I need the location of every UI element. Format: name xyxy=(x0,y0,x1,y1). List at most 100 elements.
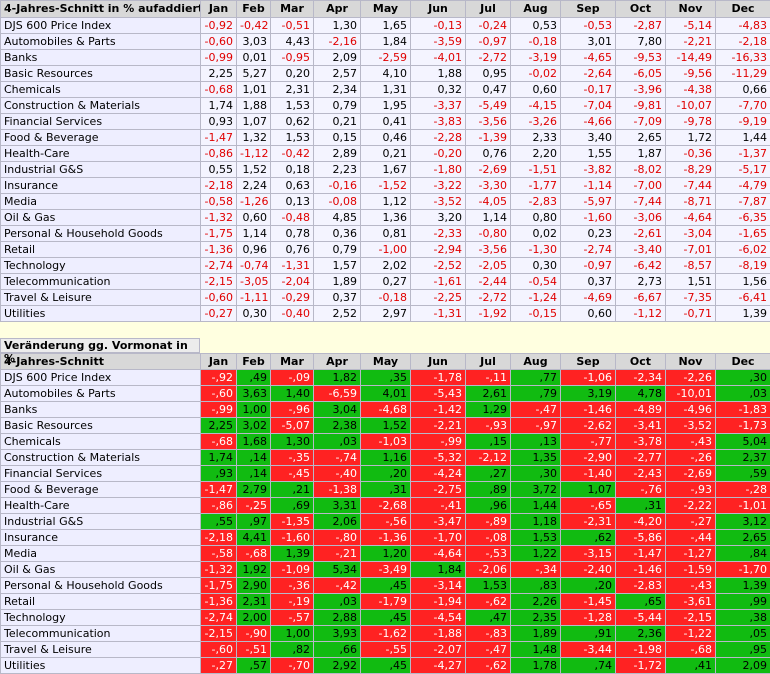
value-cell: -,19 xyxy=(270,593,314,610)
value-cell: ,27 xyxy=(465,465,511,482)
value-cell: -3,52 xyxy=(665,417,716,434)
value-cell: -1,60 xyxy=(270,529,314,546)
value-cell: 0,93 xyxy=(200,113,237,130)
row-label: Basic Resources xyxy=(0,65,201,82)
value-cell: 2,25 xyxy=(200,65,237,82)
value-cell: -0,51 xyxy=(270,17,314,34)
value-cell: -1,30 xyxy=(510,241,561,258)
value-cell: 1,00 xyxy=(236,401,271,418)
value-cell: -,34 xyxy=(510,561,561,578)
value-cell: -3,26 xyxy=(510,113,561,130)
value-cell: 2,26 xyxy=(510,593,561,610)
value-cell: ,55 xyxy=(200,513,237,530)
value-cell: 1,31 xyxy=(360,81,411,98)
value-cell: -3,52 xyxy=(410,193,466,210)
value-cell: ,38 xyxy=(715,609,770,626)
value-cell: 0,60 xyxy=(236,209,271,226)
value-cell: -7,00 xyxy=(615,177,666,194)
value-cell: -1,94 xyxy=(410,593,466,610)
value-cell: -2,05 xyxy=(465,257,511,274)
value-cell: ,35 xyxy=(360,369,411,386)
value-cell: 1,67 xyxy=(360,161,411,178)
value-cell: -,80 xyxy=(313,529,361,546)
value-cell: -4,79 xyxy=(715,177,770,194)
data-row: Basic Resources 2,25 3,02 -5,07 2,38 1,52 -2,2… xyxy=(0,417,770,434)
value-cell: -1,45 xyxy=(560,593,616,610)
value-cell: -5,44 xyxy=(615,609,666,626)
value-cell: -4,68 xyxy=(360,401,411,418)
value-cell: 1,51 xyxy=(665,273,716,290)
value-cell: -5,32 xyxy=(410,449,466,466)
value-cell: ,49 xyxy=(236,369,271,386)
data-row: Insurance -2,18 4,41 -1,60 -,80 -1,36 -1,70 -,0… xyxy=(0,529,770,546)
value-cell: 2,88 xyxy=(313,609,361,626)
month-header: Jan xyxy=(200,0,237,18)
row-label: Utilities xyxy=(0,657,201,674)
value-cell: -0,60 xyxy=(200,289,237,306)
value-cell: 2,38 xyxy=(313,417,361,434)
value-cell: -3,22 xyxy=(410,177,466,194)
value-cell: 1,30 xyxy=(270,433,314,450)
value-cell: -,62 xyxy=(465,657,511,674)
value-cell: 1,87 xyxy=(615,145,666,162)
value-cell: -0,08 xyxy=(313,193,361,210)
value-cell: -1,75 xyxy=(200,225,237,242)
data-row: Basic Resources 2,25 5,27 0,20 2,57 4,10 1,88 0… xyxy=(0,65,770,82)
value-cell: -6,02 xyxy=(715,241,770,258)
value-cell: -0,95 xyxy=(270,49,314,66)
value-cell: -,93 xyxy=(665,481,716,498)
value-cell: 1,55 xyxy=(560,145,616,162)
value-cell: 0,80 xyxy=(510,209,561,226)
value-cell: 0,76 xyxy=(270,241,314,258)
value-cell: -2,28 xyxy=(410,129,466,146)
value-cell: -1,47 xyxy=(200,481,237,498)
value-cell: -1,92 xyxy=(465,305,511,322)
value-cell: 2,79 xyxy=(236,481,271,498)
value-cell: 1,88 xyxy=(236,97,271,114)
value-cell: 1,74 xyxy=(200,97,237,114)
month-header: Apr xyxy=(313,353,361,370)
value-cell: -,76 xyxy=(615,481,666,498)
value-cell: 1,30 xyxy=(313,17,361,34)
value-cell: -0,58 xyxy=(200,193,237,210)
value-cell: -1,03 xyxy=(360,433,411,450)
value-cell: ,89 xyxy=(465,481,511,498)
value-cell: -1,88 xyxy=(410,625,466,642)
value-cell: -,08 xyxy=(465,529,511,546)
month-header: Dec xyxy=(715,0,770,18)
value-cell: -2,15 xyxy=(200,273,237,290)
value-cell: ,20 xyxy=(560,577,616,594)
value-cell: 0,66 xyxy=(715,81,770,98)
value-cell: -,90 xyxy=(236,625,271,642)
value-cell: ,14 xyxy=(236,449,271,466)
value-cell: -0,54 xyxy=(510,273,561,290)
value-cell: -1,51 xyxy=(510,161,561,178)
row-label: Banks xyxy=(0,401,201,418)
row-label: Retail xyxy=(0,241,201,258)
value-cell: -,26 xyxy=(665,449,716,466)
value-cell: -7,70 xyxy=(715,97,770,114)
value-cell: 1,95 xyxy=(360,97,411,114)
value-cell: -1,65 xyxy=(715,225,770,242)
value-cell: -3,49 xyxy=(360,561,411,578)
value-cell: -1,98 xyxy=(615,641,666,658)
value-cell: -2,90 xyxy=(560,449,616,466)
value-cell: 1,39 xyxy=(270,545,314,562)
value-cell: -,09 xyxy=(270,369,314,386)
value-cell: 5,27 xyxy=(236,65,271,82)
value-cell: -,74 xyxy=(313,449,361,466)
value-cell: -,97 xyxy=(510,417,561,434)
data-row: DJS 600 Price Index -,92,49 -,09 1,82,35 -1,… xyxy=(0,369,770,386)
value-cell: -3,83 xyxy=(410,113,466,130)
value-cell: -,65 xyxy=(560,497,616,514)
value-cell: -4,96 xyxy=(665,401,716,418)
value-cell: 2,35 xyxy=(510,609,561,626)
value-cell: 2,33 xyxy=(510,129,561,146)
value-cell: -2,83 xyxy=(510,193,561,210)
value-cell: -3,44 xyxy=(560,641,616,658)
value-cell: -,43 xyxy=(665,577,716,594)
value-cell: -,25 xyxy=(236,497,271,514)
value-cell: -,45 xyxy=(270,465,314,482)
value-cell: -1,26 xyxy=(236,193,271,210)
